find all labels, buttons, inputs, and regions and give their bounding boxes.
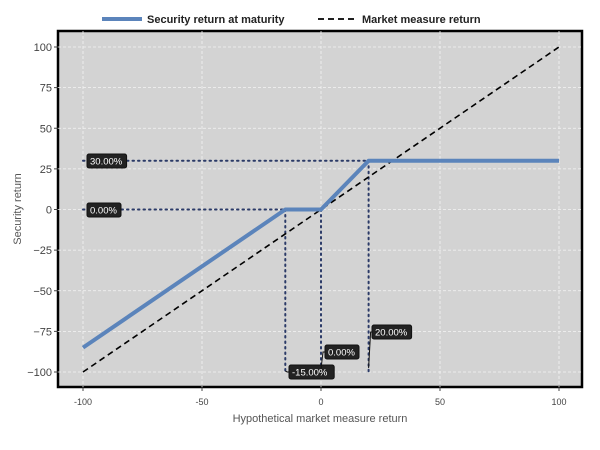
- annotation-box-1: [86, 202, 122, 218]
- annotation-label-0: 30.00%: [90, 157, 123, 168]
- y-tick-label: −100: [27, 367, 52, 379]
- legend-market-return-label: Market measure return: [362, 14, 481, 26]
- annotation-label-1: 0.00%: [90, 206, 117, 217]
- annotation-box-2: [288, 364, 335, 380]
- series-security-return-line: [81, 158, 559, 350]
- legend: Security return at maturity Market measur…: [102, 14, 481, 26]
- x-tick-label: -100: [74, 397, 92, 407]
- annotation-label-3: 0.00%: [328, 348, 355, 359]
- x-tick-label: 0: [318, 397, 323, 407]
- annotation-box-4: [371, 324, 413, 340]
- y-tick-label: 100: [34, 42, 52, 54]
- annotation-guides: [82, 159, 370, 373]
- legend-security-return-label: Security return at maturity: [147, 14, 285, 26]
- y-tick-label: −50: [33, 286, 52, 298]
- x-tick-label: -50: [195, 397, 208, 407]
- series-market-return-line: [82, 46, 560, 373]
- y-tick-label: 25: [40, 164, 52, 176]
- y-tick-label: 50: [40, 123, 52, 135]
- x-tick-label: 50: [435, 397, 445, 407]
- annotation-box-3: [324, 344, 360, 360]
- y-tick-label: −75: [33, 326, 52, 338]
- annotation-label-4: 20.00%: [375, 328, 408, 339]
- y-tick-label: −25: [33, 245, 52, 257]
- y-axis-title: Security return: [12, 173, 24, 245]
- annotation-box-0: [86, 153, 128, 169]
- y-tick-label: 75: [40, 83, 52, 95]
- x-tick-label: 100: [551, 397, 566, 407]
- y-tick-label: 0: [46, 205, 52, 217]
- x-axis-title: Hypothetical market measure return: [233, 413, 408, 425]
- series-lines: [81, 46, 560, 373]
- annotation-label-2: -15.00%: [292, 368, 328, 379]
- y-axis-ticks: −100 −75 −50 −25 0 25 50 75 100: [27, 42, 58, 379]
- annotation-labels: 30.00%0.00%-15.00%0.00%20.00%: [86, 153, 413, 380]
- x-axis-ticks: -100 -50 0 50 100: [74, 387, 567, 407]
